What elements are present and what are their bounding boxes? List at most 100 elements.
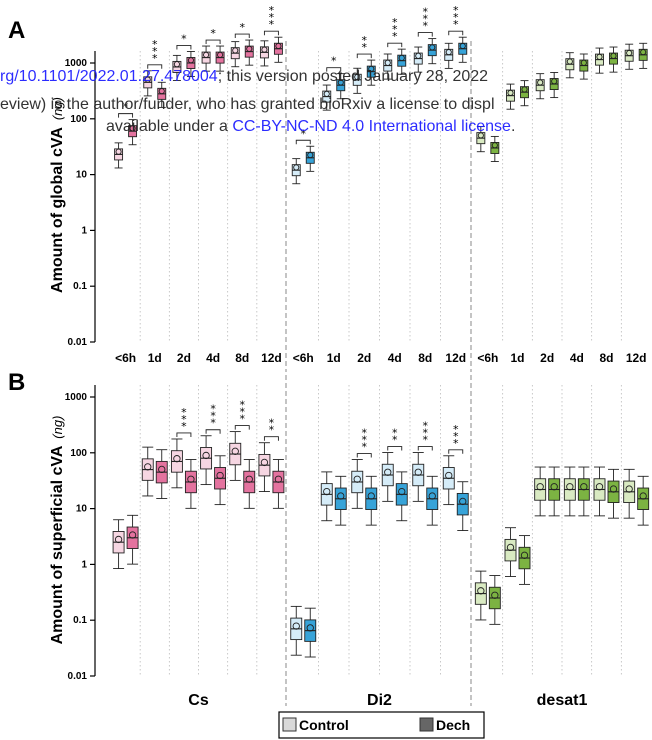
legend-swatch-control — [282, 717, 297, 732]
significance-bracket — [387, 42, 403, 48]
significance-bracket — [448, 449, 464, 454]
watermark-posted: ; this version posted January 28, 2022 — [217, 68, 489, 85]
x-tick-label-desat1-2d: 2d — [540, 351, 554, 365]
box-mean-marker — [274, 475, 283, 483]
box-desat1-dech-2 — [549, 72, 559, 99]
box-mean-marker — [384, 59, 391, 66]
significance-star: * — [453, 4, 459, 17]
box-Di2-control-3 — [383, 53, 393, 80]
box-desat1-control-2 — [535, 73, 545, 100]
significance-star: * — [181, 32, 187, 45]
box-mean-marker — [459, 42, 466, 50]
box-Cs-dech-4 — [244, 39, 254, 66]
significance-bracket — [234, 33, 250, 39]
box-desat1-dech-5 — [637, 475, 650, 526]
significance-Cs-8d: *** — [234, 399, 250, 430]
box-desat1-control-3 — [563, 466, 576, 517]
watermark-license-link[interactable]: CC-BY-NC-ND 4.0 International license — [232, 118, 511, 135]
box-desat1-dech-2 — [548, 466, 561, 517]
box-mean-marker — [129, 125, 136, 132]
x-tick-label-Di2-2d: 2d — [357, 351, 371, 365]
box-desat1-dech-1 — [518, 535, 531, 585]
x-tick-label-Cs-8d: 8d — [235, 351, 249, 365]
significance-star: * — [392, 427, 398, 440]
box-mean-marker — [491, 591, 499, 599]
watermark-license-pre: available under a — [106, 118, 233, 135]
box-mean-marker — [246, 45, 253, 52]
box-Cs-control-4 — [230, 41, 240, 68]
box-mean-marker — [260, 458, 269, 467]
box-Di2-control-2 — [352, 67, 362, 94]
significance-star: * — [269, 11, 275, 24]
box-desat1-control-4 — [595, 47, 604, 74]
x-tick-label-Di2-12d: 12d — [445, 351, 466, 365]
y-axis-unit-a: (ng) — [50, 97, 65, 120]
box-mean-marker — [398, 54, 405, 61]
box-mean-marker — [459, 497, 467, 506]
significance-bracket — [387, 446, 403, 451]
significance-star: * — [240, 413, 246, 426]
box-Cs-control-0 — [114, 142, 124, 169]
panel-letter-a: A — [8, 17, 25, 44]
box-desat1-dech-3 — [577, 466, 590, 517]
y-tick-label: 0.1 — [73, 615, 87, 626]
x-axis-labels: <6h 1d 2d 4d 8d 12d <6h 1d 2d 4d 8d 12d <6h 1d 2d 4d 8d 1… — [115, 351, 646, 709]
significance-star: * — [362, 434, 368, 447]
significance-bracket — [356, 453, 372, 458]
significance-bracket — [176, 44, 192, 50]
significance-bracket — [448, 30, 464, 36]
box-mean-marker — [293, 164, 300, 171]
significance-Di2-4d: ** — [387, 427, 403, 451]
box-Cs-control-5 — [259, 40, 269, 67]
box-desat1-control-3 — [565, 52, 575, 79]
x-tick-label-Cs-<6h: <6h — [115, 351, 136, 365]
significance-star: * — [392, 16, 398, 29]
watermark-doi-link[interactable]: rg/10.1101/2022.01.27.478004 — [0, 68, 218, 85]
box-mean-marker — [609, 485, 618, 493]
box-Cs-control-0 — [112, 519, 125, 570]
significance-star: * — [423, 20, 429, 33]
y-axis-unit-b: (ng) — [50, 416, 65, 439]
box-mean-marker — [537, 79, 544, 86]
significance-star: * — [240, 21, 246, 34]
significance-star: * — [181, 420, 187, 433]
significance-star: * — [181, 413, 187, 426]
significance-bracket — [205, 39, 221, 45]
box-mean-marker — [261, 46, 268, 53]
box-mean-marker — [128, 531, 137, 539]
significance-star: * — [453, 423, 459, 436]
box-Di2-control-1 — [322, 84, 332, 111]
y-tick-label: 100 — [70, 448, 87, 459]
significance-bracket — [118, 113, 134, 118]
box-mean-marker — [520, 551, 529, 559]
significance-star: * — [453, 11, 459, 24]
legend-swatch-dech — [419, 717, 434, 732]
significance-Cs-4d: * — [205, 27, 221, 45]
box-mean-marker — [610, 52, 617, 59]
box-Cs-dech-1 — [155, 449, 168, 499]
box-desat1-dech-5 — [638, 42, 648, 69]
significance-Di2-8d: *** — [417, 6, 433, 37]
significance-Di2-2d: ** — [356, 34, 372, 59]
significance-bracket — [263, 30, 279, 36]
significance-star: * — [423, 420, 429, 433]
box-desat1-dech-4 — [607, 468, 620, 519]
box-mean-marker — [580, 59, 587, 66]
x-tick-label-desat1-1d: 1d — [510, 351, 524, 365]
box-mean-marker — [337, 79, 344, 86]
significance-star: * — [152, 38, 158, 51]
box-Di2-control-0 — [291, 158, 301, 185]
x-tick-label-Di2-<6h: <6h — [293, 351, 314, 365]
box-Di2-control-5 — [444, 42, 454, 69]
x-tick-label-Di2-1d: 1d — [327, 351, 341, 365]
significance-bracket — [263, 436, 279, 441]
box-mean-marker — [640, 49, 647, 56]
watermark-line-2: eview) is the author/funder, who has gra… — [0, 96, 495, 113]
box-Di2-dech-1 — [334, 475, 347, 526]
box-mean-marker — [323, 90, 330, 97]
significance-Di2-<6h: * — [295, 127, 311, 145]
box-mean-marker — [353, 475, 361, 483]
box-mean-marker — [367, 492, 375, 500]
significance-star: * — [269, 4, 275, 17]
